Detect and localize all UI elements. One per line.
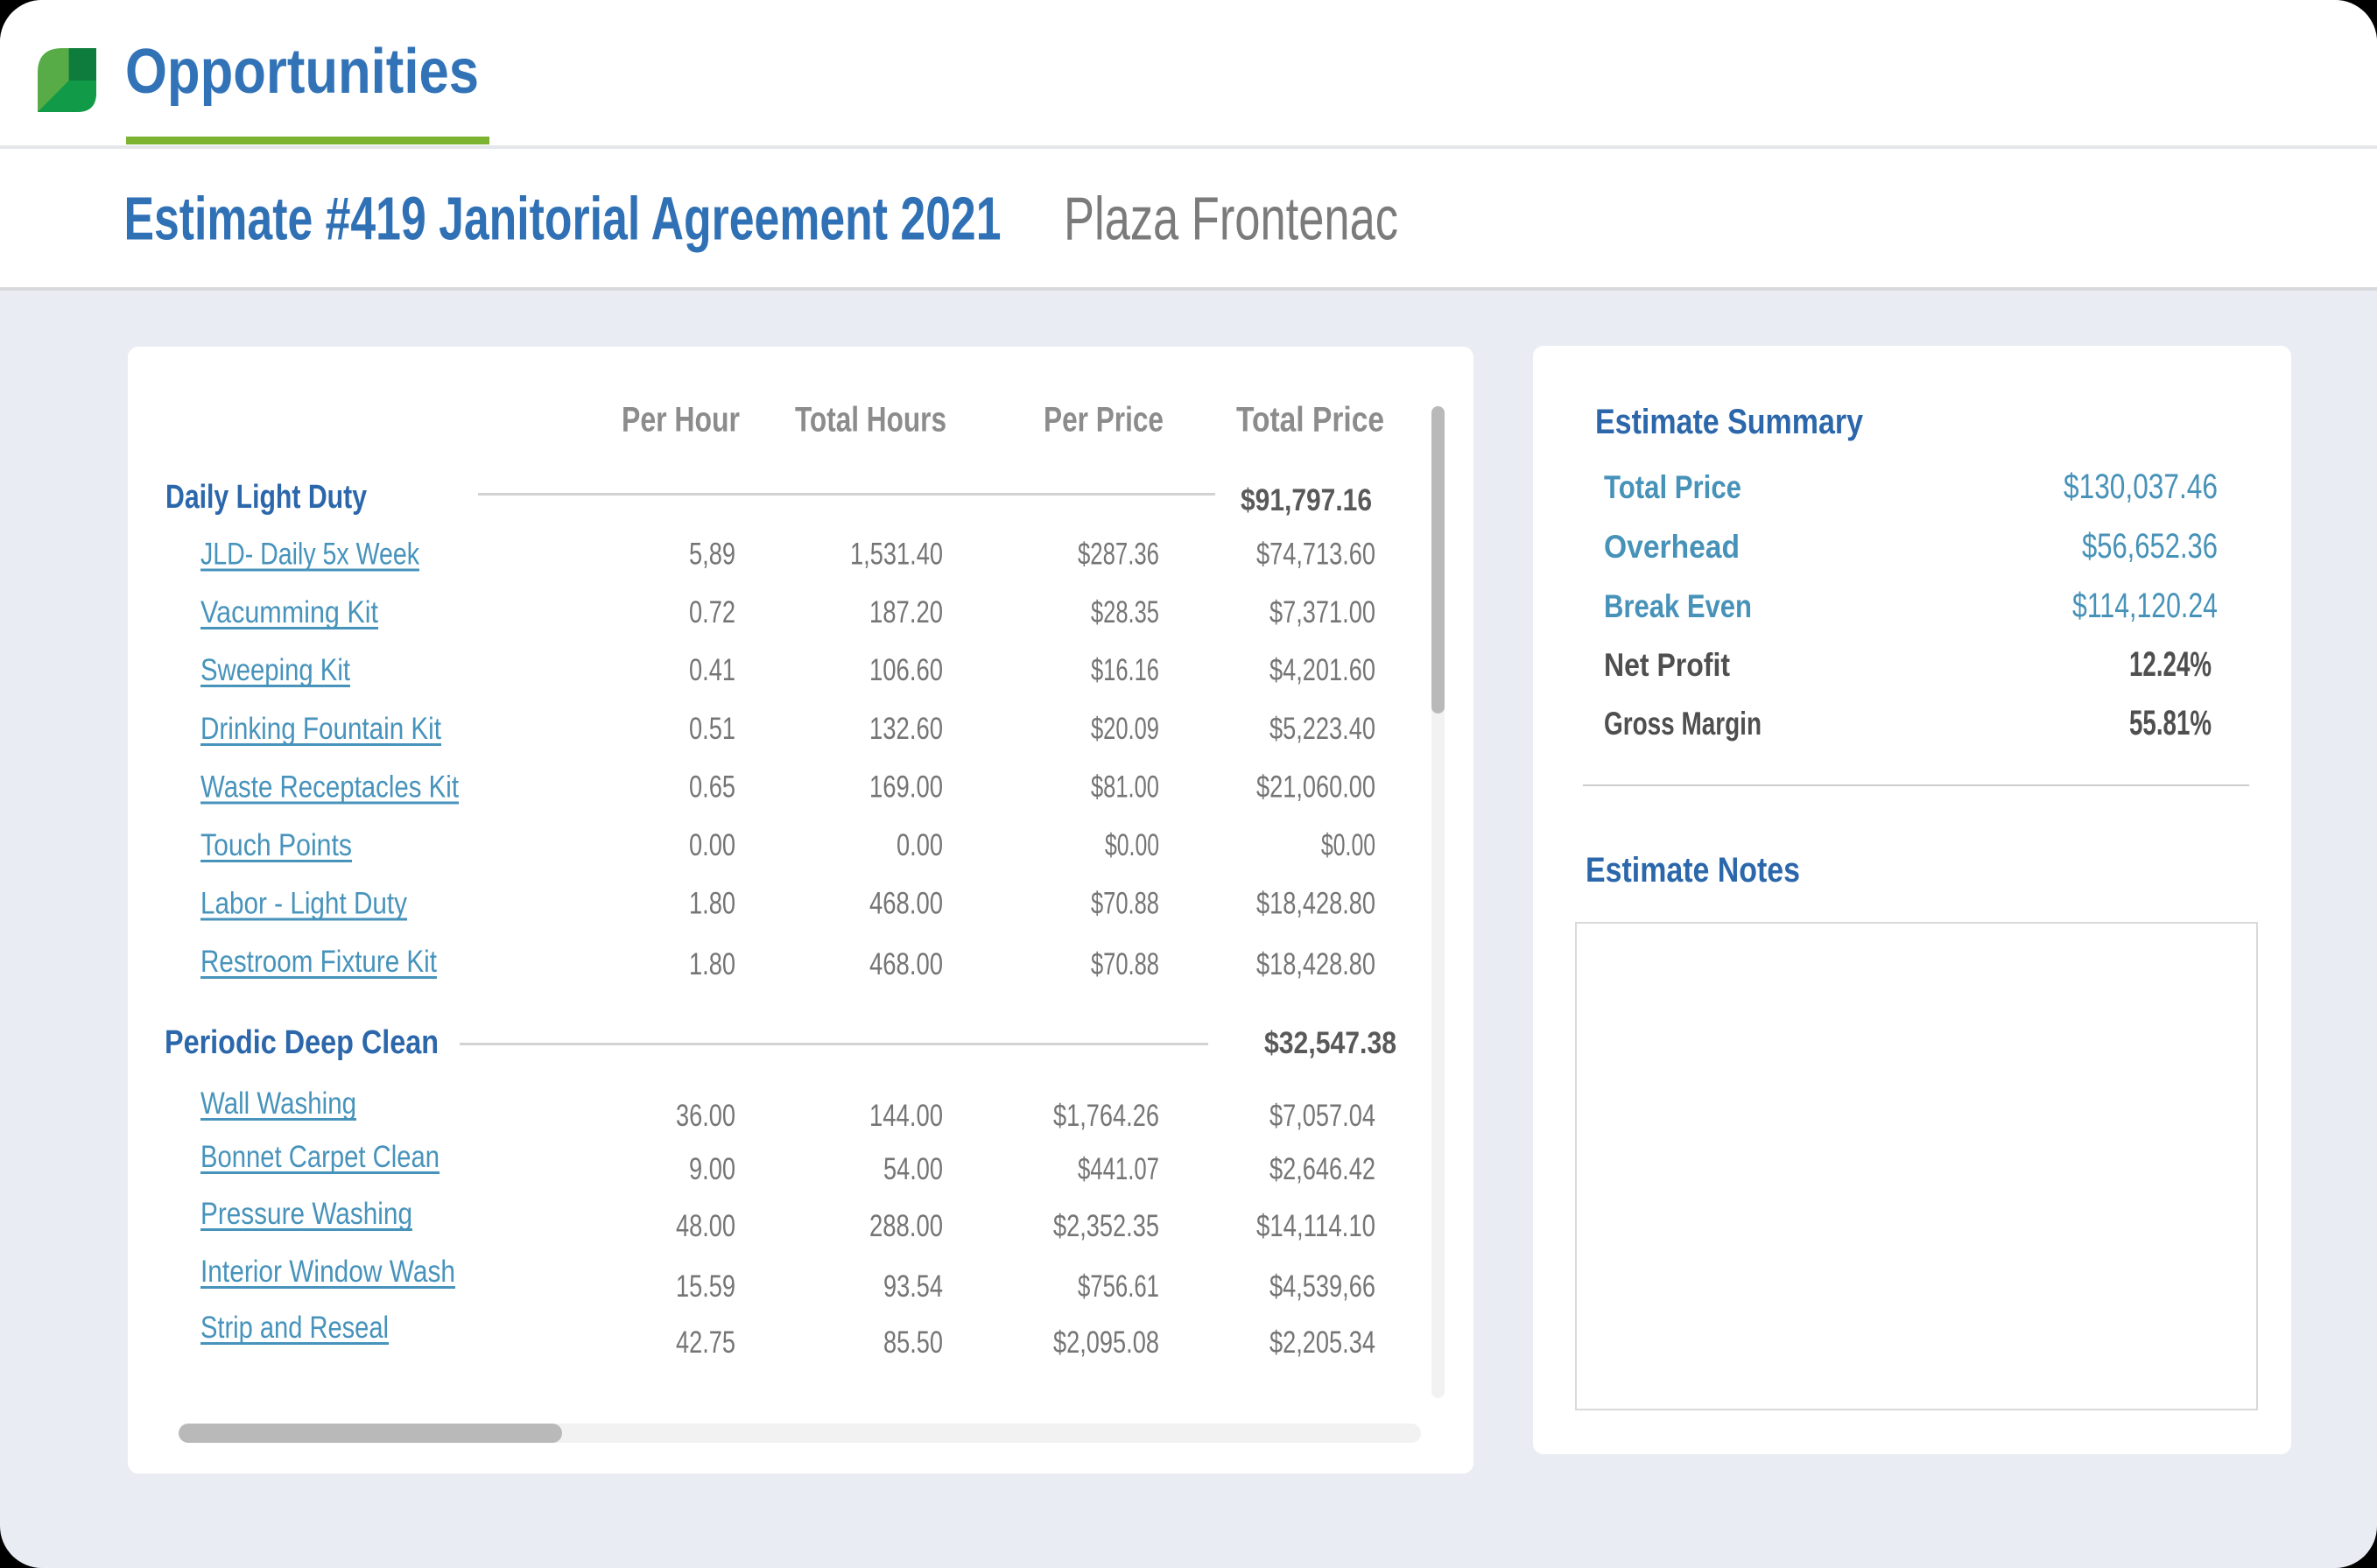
svg-text:Daily Light Duty: Daily Light Duty bbox=[165, 479, 367, 516]
svg-text:$2,646.42: $2,646.42 bbox=[1269, 1152, 1375, 1186]
svg-text:$18,428.80: $18,428.80 bbox=[1256, 887, 1375, 921]
svg-text:Touch Points: Touch Points bbox=[200, 828, 352, 862]
svg-text:$287.36: $287.36 bbox=[1078, 538, 1159, 572]
svg-text:$7,057.04: $7,057.04 bbox=[1269, 1099, 1375, 1133]
svg-text:$114,120.24: $114,120.24 bbox=[2072, 587, 2218, 625]
svg-text:Per Price: Per Price bbox=[1044, 401, 1164, 439]
svg-text:$91,797.16: $91,797.16 bbox=[1241, 483, 1372, 517]
svg-text:$21,060.00: $21,060.00 bbox=[1256, 770, 1375, 805]
svg-text:$2,205.34: $2,205.34 bbox=[1269, 1325, 1375, 1360]
svg-text:Net Profit: Net Profit bbox=[1604, 647, 1730, 683]
svg-text:1,531.40: 1,531.40 bbox=[850, 538, 943, 572]
svg-text:Total Hours: Total Hours bbox=[795, 401, 946, 439]
svg-text:Plaza Frontenac: Plaza Frontenac bbox=[1064, 185, 1398, 253]
svg-text:5,89: 5,89 bbox=[689, 538, 735, 572]
svg-text:Opportunities: Opportunities bbox=[125, 37, 479, 107]
svg-text:0.65: 0.65 bbox=[689, 770, 735, 805]
svg-text:Total Price: Total Price bbox=[1236, 401, 1384, 439]
svg-text:468.00: 468.00 bbox=[869, 947, 943, 981]
svg-text:48.00: 48.00 bbox=[676, 1209, 735, 1243]
svg-text:Drinking Fountain Kit: Drinking Fountain Kit bbox=[200, 712, 441, 746]
svg-text:468.00: 468.00 bbox=[869, 887, 943, 921]
svg-text:$70.88: $70.88 bbox=[1091, 887, 1159, 921]
svg-text:Labor - Light Duty: Labor - Light Duty bbox=[200, 887, 407, 921]
svg-text:55.81%: 55.81% bbox=[2129, 704, 2212, 742]
svg-text:Per Hour: Per Hour bbox=[622, 401, 740, 439]
svg-text:Total Price: Total Price bbox=[1604, 469, 1741, 505]
svg-text:132.60: 132.60 bbox=[869, 712, 943, 746]
svg-text:$1,764.26: $1,764.26 bbox=[1053, 1099, 1159, 1133]
svg-text:Wall Washing: Wall Washing bbox=[200, 1086, 356, 1121]
svg-text:169.00: 169.00 bbox=[869, 770, 943, 805]
svg-text:Estimate Summary: Estimate Summary bbox=[1595, 403, 1864, 441]
svg-text:144.00: 144.00 bbox=[869, 1099, 943, 1133]
svg-text:$74,713.60: $74,713.60 bbox=[1256, 538, 1375, 572]
svg-text:$18,428.80: $18,428.80 bbox=[1256, 947, 1375, 981]
svg-text:9.00: 9.00 bbox=[689, 1152, 735, 1186]
svg-text:Bonnet Carpet Clean: Bonnet Carpet Clean bbox=[200, 1140, 440, 1174]
svg-text:$2,095.08: $2,095.08 bbox=[1053, 1325, 1159, 1360]
svg-text:Sweeping Kit: Sweeping Kit bbox=[200, 653, 350, 687]
svg-text:106.60: 106.60 bbox=[869, 653, 943, 687]
svg-text:$20.09: $20.09 bbox=[1091, 712, 1159, 746]
svg-text:$2,352.35: $2,352.35 bbox=[1053, 1209, 1159, 1243]
svg-text:12.24%: 12.24% bbox=[2129, 645, 2212, 684]
svg-text:$0.00: $0.00 bbox=[1321, 828, 1375, 862]
svg-text:Strip and Reseal: Strip and Reseal bbox=[200, 1311, 389, 1345]
svg-text:187.20: 187.20 bbox=[869, 595, 943, 629]
svg-text:$70.88: $70.88 bbox=[1091, 947, 1159, 981]
svg-text:0.00: 0.00 bbox=[897, 828, 943, 862]
svg-text:85.50: 85.50 bbox=[883, 1325, 943, 1360]
svg-text:Periodic Deep Clean: Periodic Deep Clean bbox=[165, 1024, 439, 1061]
svg-text:$81.00: $81.00 bbox=[1091, 770, 1159, 805]
svg-text:$28.35: $28.35 bbox=[1091, 595, 1159, 629]
svg-text:0.51: 0.51 bbox=[689, 712, 735, 746]
svg-text:$4,201.60: $4,201.60 bbox=[1269, 653, 1375, 687]
svg-text:$32,547.38: $32,547.38 bbox=[1264, 1026, 1396, 1060]
svg-text:$130,037.46: $130,037.46 bbox=[2064, 468, 2218, 506]
svg-text:$56,652.36: $56,652.36 bbox=[2082, 527, 2218, 566]
svg-text:1.80: 1.80 bbox=[689, 887, 735, 921]
svg-text:Break Even: Break Even bbox=[1604, 588, 1752, 624]
svg-text:288.00: 288.00 bbox=[869, 1209, 943, 1243]
svg-text:0.00: 0.00 bbox=[689, 828, 735, 862]
svg-text:$4,539,66: $4,539,66 bbox=[1269, 1269, 1375, 1304]
svg-text:$5,223.40: $5,223.40 bbox=[1269, 712, 1375, 746]
svg-text:$756.61: $756.61 bbox=[1078, 1269, 1159, 1304]
svg-text:$16.16: $16.16 bbox=[1091, 653, 1159, 687]
svg-text:0.41: 0.41 bbox=[689, 653, 735, 687]
svg-text:Estimate Notes: Estimate Notes bbox=[1586, 851, 1800, 889]
svg-text:36.00: 36.00 bbox=[676, 1099, 735, 1133]
svg-text:$441.07: $441.07 bbox=[1078, 1152, 1159, 1186]
svg-text:Estimate #419 Janitorial Agree: Estimate #419 Janitorial Agreement 2021 bbox=[124, 185, 1002, 253]
svg-text:0.72: 0.72 bbox=[689, 595, 735, 629]
svg-text:54.00: 54.00 bbox=[883, 1152, 943, 1186]
svg-text:Restroom Fixture Kit: Restroom Fixture Kit bbox=[200, 945, 437, 979]
svg-text:JLD- Daily 5x Week: JLD- Daily 5x Week bbox=[200, 538, 419, 572]
svg-text:$0.00: $0.00 bbox=[1105, 828, 1159, 862]
svg-text:42.75: 42.75 bbox=[676, 1325, 735, 1360]
svg-text:Gross Margin: Gross Margin bbox=[1604, 706, 1762, 742]
svg-text:Waste Receptacles Kit: Waste Receptacles Kit bbox=[200, 770, 459, 805]
svg-text:15.59: 15.59 bbox=[676, 1269, 735, 1304]
svg-text:$14,114.10: $14,114.10 bbox=[1256, 1209, 1375, 1243]
svg-text:93.54: 93.54 bbox=[883, 1269, 943, 1304]
svg-text:$7,371.00: $7,371.00 bbox=[1269, 595, 1375, 629]
svg-text:Interior Window Wash: Interior Window Wash bbox=[200, 1255, 455, 1289]
svg-text:Vacumming Kit: Vacumming Kit bbox=[200, 595, 378, 629]
svg-text:1.80: 1.80 bbox=[689, 947, 735, 981]
svg-text:Pressure Washing: Pressure Washing bbox=[200, 1197, 412, 1231]
svg-text:Overhead: Overhead bbox=[1604, 529, 1740, 565]
